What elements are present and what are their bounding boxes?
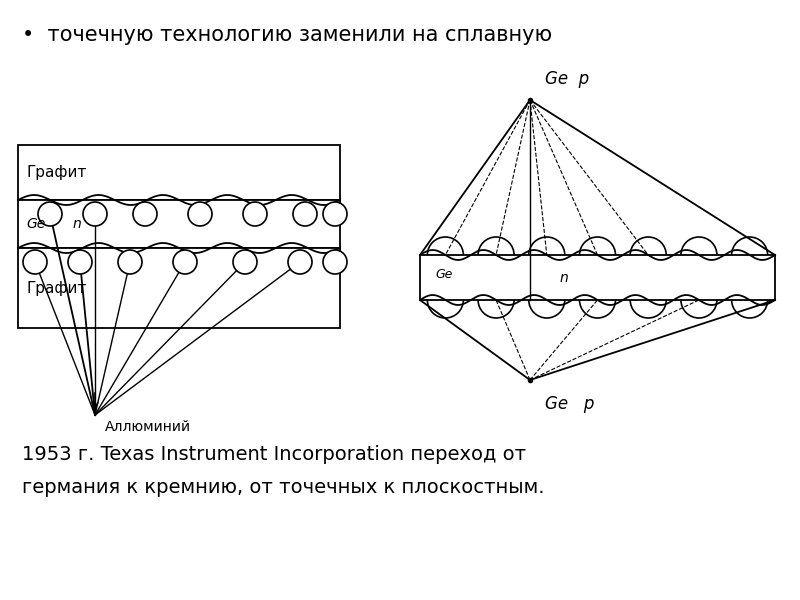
Circle shape [118,250,142,274]
Bar [18,145,340,200]
Circle shape [83,202,107,226]
Circle shape [288,250,312,274]
Circle shape [188,202,212,226]
Text: n: n [73,217,82,231]
Text: Ge: Ge [26,217,46,231]
Text: Графит: Графит [26,165,86,180]
Text: Ge: Ge [435,268,452,281]
Circle shape [23,250,47,274]
Text: Графит: Графит [26,280,86,295]
Circle shape [38,202,62,226]
Text: 1953 г. Texas Instrument Incorporation переход от: 1953 г. Texas Instrument Incorporation п… [22,445,526,464]
Text: Ge   p: Ge p [545,395,594,413]
Circle shape [323,202,347,226]
Text: n: n [560,271,569,284]
Text: •  точечную технологию заменили на сплавную: • точечную технологию заменили на сплавн… [22,25,552,45]
Text: Ge  p: Ge p [545,70,589,88]
Circle shape [133,202,157,226]
Text: Аллюминий: Аллюминий [105,420,191,434]
Bar [18,248,340,328]
Circle shape [323,250,347,274]
Circle shape [68,250,92,274]
Circle shape [243,202,267,226]
Circle shape [173,250,197,274]
Circle shape [233,250,257,274]
Bar [420,255,775,300]
Bar [18,200,340,248]
Circle shape [293,202,317,226]
Text: германия к кремнию, от точечных к плоскостным.: германия к кремнию, от точечных к плоско… [22,478,545,497]
